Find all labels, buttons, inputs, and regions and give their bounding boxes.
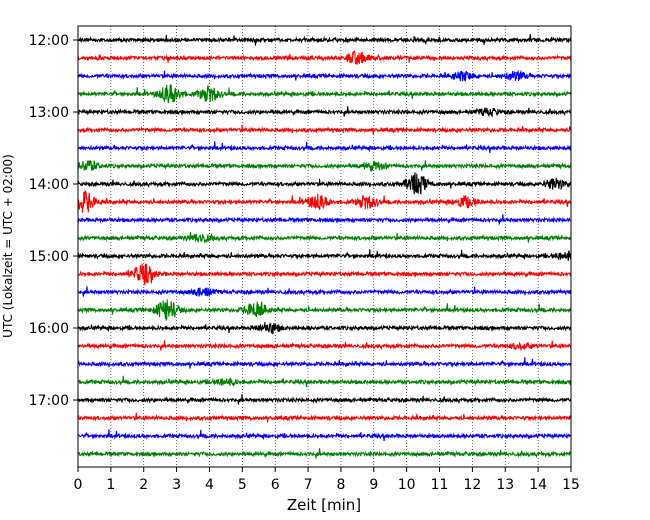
x-tick-label: 15 (562, 477, 580, 493)
x-tick-label: 0 (74, 477, 83, 493)
x-tick-label: 12 (463, 477, 481, 493)
y-tick-label: 17:00 (29, 393, 69, 409)
x-tick-label: 13 (496, 477, 514, 493)
x-tick-label: 9 (369, 477, 378, 493)
trace-1645 (77, 375, 572, 388)
trace-1600 (77, 322, 572, 335)
y-tick-label: 12:00 (29, 33, 69, 49)
trace-lines (77, 34, 572, 459)
trace-1530 (77, 286, 572, 297)
x-tick-label: 14 (529, 477, 547, 493)
trace-1315 (77, 124, 572, 135)
trace-1215 (77, 50, 572, 65)
x-tick-label: 4 (205, 477, 214, 493)
trace-1200 (77, 34, 572, 46)
x-tick-label: 6 (271, 477, 280, 493)
y-tick-label: 13:00 (29, 105, 69, 121)
trace-1630 (77, 357, 572, 369)
trace-1230 (77, 69, 572, 82)
x-tick-label: 1 (106, 477, 115, 493)
trace-1615 (77, 340, 572, 351)
trace-1515 (77, 263, 572, 286)
y-axis-title: UTC (Lokalzeit = UTC + 02:00) (1, 154, 15, 338)
trace-1330 (77, 141, 572, 154)
trace-1245 (77, 84, 572, 104)
trace-1715 (77, 412, 572, 423)
y-tick-label: 15:00 (29, 249, 69, 265)
y-tick-label: 14:00 (29, 177, 69, 193)
trace-1345 (77, 160, 572, 172)
x-tick-label: 11 (431, 477, 449, 493)
trace-1730 (77, 429, 572, 442)
trace-1700 (77, 394, 572, 405)
trace-1745 (77, 448, 572, 459)
trace-1400 (77, 172, 572, 195)
trace-1430 (77, 214, 572, 225)
trace-1545 (77, 299, 572, 322)
trace-1300 (77, 106, 572, 118)
x-tick-label: 2 (139, 477, 148, 493)
trace-1500 (77, 249, 572, 261)
trace-1415 (77, 189, 572, 213)
plot-frame (77, 25, 572, 468)
x-tick-label: 3 (172, 477, 181, 493)
y-tick-label: 16:00 (29, 321, 69, 337)
x-tick-label: 7 (304, 477, 313, 493)
x-tick-label: 10 (398, 477, 416, 493)
y-axis-ticks: 12:00 13:00 14:00 15:00 16:00 17:00 (29, 33, 78, 409)
x-axis-title: Zeit [min] (287, 496, 361, 514)
trace-1445 (77, 232, 572, 244)
x-tick-label: 5 (238, 477, 247, 493)
x-axis-ticks: 0 1 2 3 4 5 6 7 8 9 10 11 12 13 14 15 (74, 467, 580, 493)
x-tick-label: 8 (336, 477, 345, 493)
